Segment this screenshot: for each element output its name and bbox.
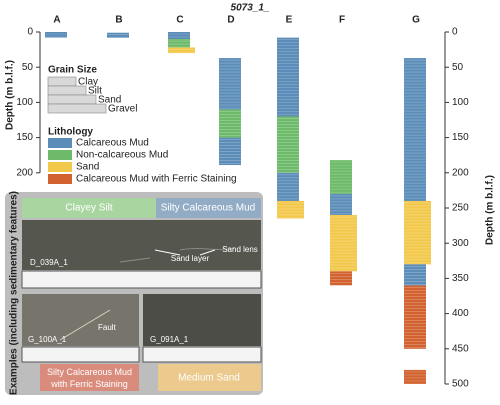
interval xyxy=(219,109,241,138)
label-box xyxy=(156,198,261,218)
legend-label: Sand xyxy=(76,162,99,173)
interval xyxy=(168,32,190,40)
interval xyxy=(330,271,352,286)
hole-label: F xyxy=(339,15,345,26)
y2-tick-label: 450 xyxy=(452,343,469,354)
chart-title: 5073_1_ xyxy=(231,3,270,14)
interval xyxy=(219,58,241,110)
legend-title: Grain Size xyxy=(48,65,97,76)
core-id: G_100A_1 xyxy=(28,335,67,344)
core-photo xyxy=(143,294,261,346)
interval xyxy=(404,264,426,286)
interval xyxy=(277,37,299,117)
scale-bar xyxy=(142,346,262,363)
interval xyxy=(277,172,299,201)
hole-label: G xyxy=(412,15,420,26)
grain-step xyxy=(47,76,77,87)
label: Clayey Silt xyxy=(65,203,112,214)
y2-axis-label: Depth (m b.l.f.) xyxy=(485,175,496,245)
y2-tick-label: 100 xyxy=(452,97,469,108)
interval xyxy=(277,116,299,173)
interval xyxy=(404,200,431,265)
legend-label: Calcareous Mud with Ferric Staining xyxy=(76,174,237,185)
y-tick-label: 150 xyxy=(16,132,33,143)
hole-label: C xyxy=(176,15,183,26)
core-id: G_091A_1 xyxy=(150,335,189,344)
hole-label: E xyxy=(286,15,293,26)
legend-swatch xyxy=(48,138,72,148)
grain-step xyxy=(47,94,97,105)
core-photo xyxy=(22,294,139,346)
y2-tick-label: 300 xyxy=(452,238,469,249)
interval xyxy=(45,32,67,38)
grain-step xyxy=(47,85,87,96)
y-tick-label: 50 xyxy=(22,62,34,73)
y2-tick-label: 400 xyxy=(452,308,469,319)
legend-label: Calcareous Mud xyxy=(76,138,149,149)
feature-label: Sand lens xyxy=(222,245,258,254)
legend-label: Silt xyxy=(88,86,102,97)
interval xyxy=(330,193,352,216)
legend-label: Non-calcareous Mud xyxy=(76,150,168,161)
interval xyxy=(168,47,195,54)
y-tick-label: 0 xyxy=(27,27,33,38)
label-wrap: Silty Calcareous Mud with Ferric Stainin… xyxy=(46,367,133,389)
legend-swatch xyxy=(48,162,72,172)
interval xyxy=(330,215,357,272)
legend-label: Gravel xyxy=(108,104,137,115)
y2-tick-label: 50 xyxy=(452,62,464,73)
legend-label: Clay xyxy=(78,77,98,88)
y-tick-label: 100 xyxy=(16,97,33,108)
y2-tick-label: 0 xyxy=(452,27,458,38)
pointer xyxy=(154,249,181,256)
grain-step xyxy=(47,103,107,114)
hole-label: A xyxy=(53,15,60,26)
interval xyxy=(404,58,426,201)
legend-title: Lithology xyxy=(48,127,93,138)
y2-tick-label: 350 xyxy=(452,273,469,284)
label-box xyxy=(22,198,156,218)
pointer xyxy=(199,249,216,256)
y-tick-label: 200 xyxy=(16,167,33,178)
label: Silty Calcareous Mud with Ferric Stainin… xyxy=(46,367,133,389)
interval xyxy=(330,160,352,194)
y2-tick-label: 500 xyxy=(452,379,469,390)
label-box xyxy=(40,364,139,391)
interval xyxy=(219,137,241,166)
scale-bar xyxy=(21,346,140,363)
core-photo xyxy=(22,220,261,270)
legend-swatch xyxy=(48,150,72,160)
legend-swatch xyxy=(48,174,72,184)
interval xyxy=(404,369,426,384)
y-axis-label: Depth (m b.l.f.) xyxy=(5,60,16,130)
core-id: D_039A_1 xyxy=(30,258,68,267)
interval xyxy=(404,285,426,349)
hole-label: B xyxy=(115,15,122,26)
label: Medium Sand xyxy=(178,373,240,384)
interval xyxy=(107,32,129,38)
fault-trace xyxy=(59,309,111,341)
feature-label: Sand layer xyxy=(171,254,210,263)
photo-texture xyxy=(119,247,236,263)
y2-tick-label: 150 xyxy=(452,132,469,143)
label-box xyxy=(158,364,261,391)
label: Silty Calcareous Mud xyxy=(161,203,255,214)
panel-title: Examples (including sedimentary features… xyxy=(9,191,20,395)
interval xyxy=(277,200,304,219)
feature-label: Fault xyxy=(98,323,117,332)
interval xyxy=(168,39,190,48)
y2-tick-label: 200 xyxy=(452,167,469,178)
examples-panel: Examples (including sedimentary features… xyxy=(5,191,263,395)
legend-label: Sand xyxy=(98,95,121,106)
y2-tick-label: 250 xyxy=(452,203,469,214)
scale-bar xyxy=(21,270,262,289)
hole-label: D xyxy=(227,15,234,26)
